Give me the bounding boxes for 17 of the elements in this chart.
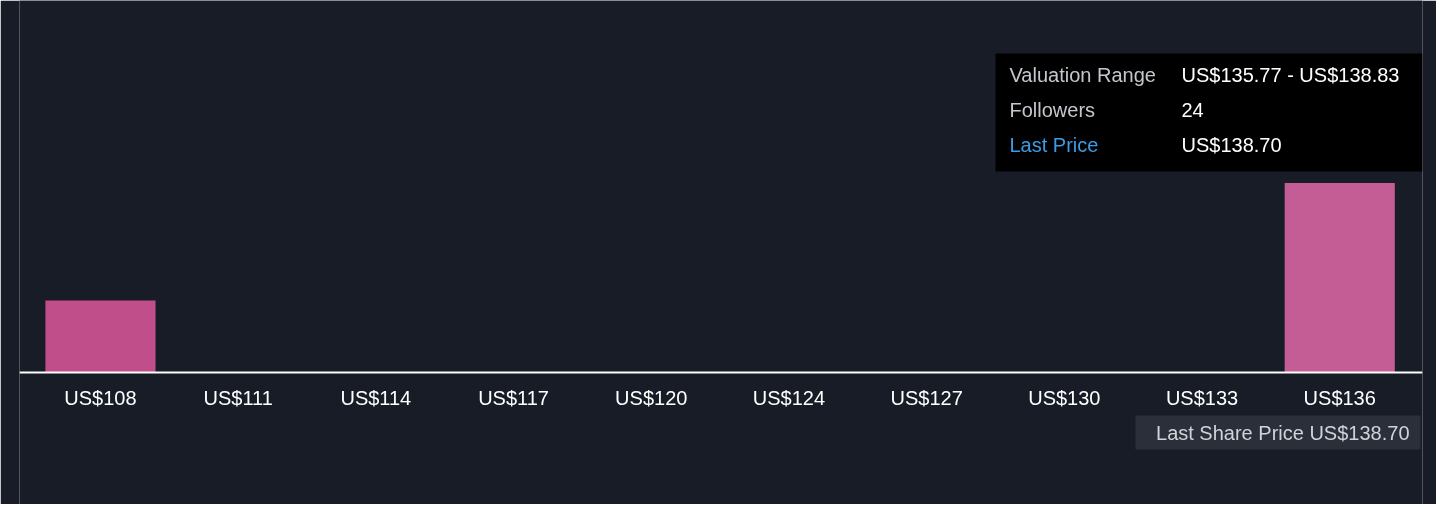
x-tick-label: US$117 xyxy=(478,386,549,409)
text: Last Price xyxy=(1009,133,1099,156)
x-tick-label: US$114 xyxy=(340,386,412,409)
x-tick-label: US$133 xyxy=(1165,386,1239,409)
text: US$135.77 - US$138.83 xyxy=(1181,63,1400,86)
x-tick-label: US$108 xyxy=(64,386,137,409)
x-tick-label: US$120 xyxy=(615,386,688,409)
text: Last Share Price US$138.70 xyxy=(1156,421,1410,444)
x-tick-label: US$124 xyxy=(752,386,826,409)
text: Valuation Range xyxy=(1009,63,1156,86)
x-tick-label: US$111 xyxy=(203,386,273,409)
text: US$138.70 xyxy=(1181,133,1282,156)
x-tick-label: US$136 xyxy=(1303,386,1376,409)
x-tick-label: US$130 xyxy=(1028,386,1101,409)
x-tick-label: US$127 xyxy=(890,386,963,409)
text: Followers xyxy=(1009,98,1096,121)
text: 24 xyxy=(1181,98,1204,121)
